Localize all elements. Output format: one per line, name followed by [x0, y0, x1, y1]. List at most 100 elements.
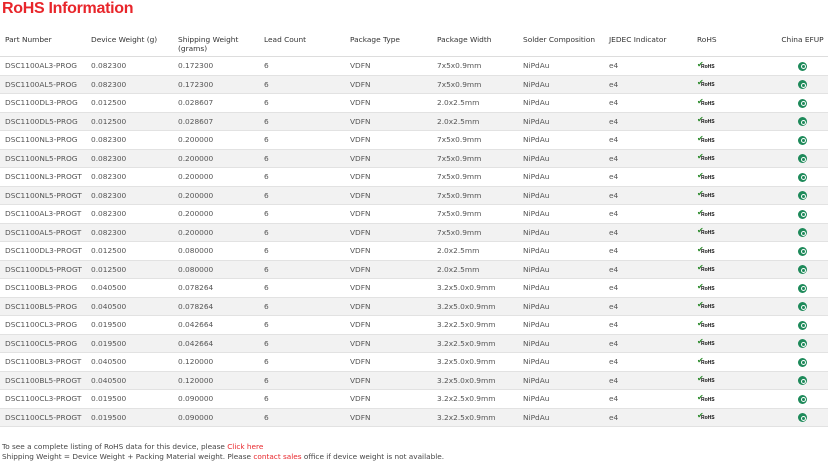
rohs-compliant-icon: ✔ RoHS — [697, 207, 715, 218]
cell-package-width: 2.0x2.5mm — [432, 93, 518, 113]
cell-device-weight: 0.040500 — [86, 371, 173, 390]
col-package-width: Package Width — [432, 30, 518, 57]
cell-part-number: DSC1100BL3-PROG — [0, 278, 86, 298]
cell-package-type: VDFN — [345, 315, 432, 335]
cell-package-width: 3.2x2.5x0.9mm — [432, 408, 518, 427]
cell-lead-count: 6 — [259, 186, 345, 205]
cell-device-weight: 0.040500 — [86, 278, 173, 298]
note-shipping-weight: Shipping Weight = Device Weight + Packin… — [2, 452, 444, 462]
cell-rohs: ✔ RoHS — [692, 297, 777, 316]
table-row: DSC1100AL5-PROG 0.082300 0.172300 6 VDFN 7x5x… — [0, 75, 828, 94]
china-efup-icon — [798, 394, 807, 404]
cell-package-type: VDFN — [345, 223, 432, 242]
table-row: DSC1100DL5-PROG 0.012500 0.028607 6 VDFN 2.0x… — [0, 112, 828, 131]
cell-package-type: VDFN — [345, 186, 432, 205]
rohs-compliant-icon: ✔ RoHS — [697, 281, 715, 292]
cell-rohs: ✔ RoHS — [692, 371, 777, 390]
cell-part-number: DSC1100AL3-PROG — [0, 56, 86, 76]
cell-lead-count: 6 — [259, 112, 345, 131]
china-efup-icon — [798, 228, 807, 237]
cell-lead-count: 6 — [259, 149, 345, 168]
cell-rohs: ✔ RoHS — [692, 167, 777, 187]
note-text: To see a complete listing of RoHS data f… — [2, 442, 228, 451]
cell-package-type: VDFN — [345, 241, 432, 261]
click-here-link[interactable]: Click here — [227, 442, 264, 451]
cell-package-type: VDFN — [345, 278, 432, 298]
table-row: DSC1100CL3-PROG 0.019500 0.042664 6 VDFN 3.2x… — [0, 315, 828, 335]
cell-shipping-weight: 0.090000 — [173, 408, 259, 427]
cell-package-type: VDFN — [345, 204, 432, 224]
cell-device-weight: 0.082300 — [86, 186, 173, 205]
cell-solder-composition: NiPdAu — [518, 204, 604, 224]
cell-package-type: VDFN — [345, 260, 432, 279]
cell-device-weight: 0.040500 — [86, 352, 173, 372]
contact-sales-link[interactable]: contact sales — [253, 451, 302, 461]
cell-rohs: ✔ RoHS — [692, 112, 777, 131]
cell-rohs: ✔ RoHS — [692, 149, 777, 168]
cell-package-width: 3.2x5.0x0.9mm — [432, 278, 518, 298]
table-row: DSC1100BL3-PROGT 0.040500 0.120000 6 VDFN 3.2… — [0, 352, 828, 372]
cell-china-efup — [777, 260, 828, 279]
cell-solder-composition: NiPdAu — [518, 278, 604, 298]
cell-shipping-weight: 0.042664 — [173, 334, 259, 353]
china-efup-icon — [798, 209, 807, 219]
cell-shipping-weight: 0.028607 — [173, 93, 259, 113]
cell-package-width: 3.2x5.0x0.9mm — [432, 371, 518, 390]
cell-lead-count: 6 — [259, 93, 345, 113]
col-device-weight: Device Weight (g) — [86, 30, 173, 57]
table-row: DSC1100CL5-PROGT 0.019500 0.090000 6 VDFN 3.2… — [0, 408, 828, 427]
cell-package-type: VDFN — [345, 93, 432, 113]
cell-solder-composition: NiPdAu — [518, 93, 604, 113]
china-efup-icon — [798, 246, 807, 256]
cell-lead-count: 6 — [259, 371, 345, 390]
rohs-compliant-icon: ✔ RoHS — [697, 411, 715, 421]
col-package-type: Package Type — [345, 30, 432, 57]
cell-china-efup — [777, 371, 828, 390]
cell-solder-composition: NiPdAu — [518, 241, 604, 261]
cell-rohs: ✔ RoHS — [692, 130, 777, 150]
col-lead-count: Lead Count — [259, 30, 345, 57]
cell-jedec-indicator: e4 — [604, 56, 692, 76]
table-row: DSC1100NL3-PROG 0.082300 0.200000 6 VDFN 7x5x… — [0, 130, 828, 150]
cell-part-number: DSC1100NL5-PROGT — [0, 186, 86, 205]
cell-part-number: DSC1100AL5-PROGT — [0, 223, 86, 242]
cell-part-number: DSC1100CL3-PROG — [0, 315, 86, 335]
cell-shipping-weight: 0.200000 — [173, 149, 259, 168]
cell-package-width: 7x5x0.9mm — [432, 149, 518, 168]
china-efup-icon — [798, 265, 807, 274]
table-row: DSC1100NL3-PROGT 0.082300 0.200000 6 VDFN 7x5… — [0, 167, 828, 187]
note-text: office if device weight is not available… — [301, 451, 445, 461]
cell-part-number: DSC1100AL3-PROGT — [0, 204, 86, 224]
china-efup-icon — [798, 413, 807, 422]
cell-china-efup — [777, 241, 828, 261]
cell-package-type: VDFN — [345, 130, 432, 150]
cell-rohs: ✔ RoHS — [692, 204, 777, 224]
cell-package-type: VDFN — [345, 112, 432, 131]
cell-lead-count: 6 — [259, 408, 345, 427]
table-row: DSC1100AL3-PROGT 0.082300 0.200000 6 VDFN 7x5… — [0, 204, 828, 224]
cell-solder-composition: NiPdAu — [518, 408, 604, 427]
cell-device-weight: 0.082300 — [86, 56, 173, 76]
cell-device-weight: 0.082300 — [86, 75, 173, 94]
cell-jedec-indicator: e4 — [604, 112, 692, 131]
col-jedec-indicator: JEDEC Indicator — [604, 30, 692, 57]
cell-package-type: VDFN — [345, 149, 432, 168]
cell-jedec-indicator: e4 — [604, 186, 692, 205]
cell-part-number: DSC1100AL5-PROG — [0, 75, 86, 94]
cell-rohs: ✔ RoHS — [692, 93, 777, 113]
cell-solder-composition: NiPdAu — [518, 56, 604, 76]
cell-device-weight: 0.082300 — [86, 223, 173, 242]
cell-china-efup — [777, 167, 828, 187]
rohs-compliant-icon: ✔ RoHS — [697, 263, 715, 273]
cell-lead-count: 6 — [259, 204, 345, 224]
cell-package-width: 7x5x0.9mm — [432, 75, 518, 94]
cell-jedec-indicator: e4 — [604, 334, 692, 353]
cell-solder-composition: NiPdAu — [518, 334, 604, 353]
cell-lead-count: 6 — [259, 241, 345, 261]
cell-jedec-indicator: e4 — [604, 389, 692, 409]
cell-shipping-weight: 0.172300 — [173, 56, 259, 76]
cell-shipping-weight: 0.120000 — [173, 371, 259, 390]
cell-part-number: DSC1100DL5-PROGT — [0, 260, 86, 279]
cell-lead-count: 6 — [259, 56, 345, 76]
cell-jedec-indicator: e4 — [604, 167, 692, 187]
